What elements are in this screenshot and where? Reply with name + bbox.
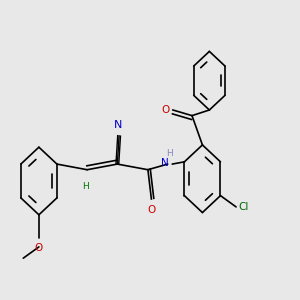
Text: O: O [147,205,155,215]
Text: N: N [161,158,169,168]
Text: N: N [114,120,123,130]
Text: H: H [82,182,89,191]
Text: Cl: Cl [239,202,249,212]
Text: O: O [161,105,170,115]
Text: H: H [166,149,172,158]
Text: O: O [35,243,43,253]
